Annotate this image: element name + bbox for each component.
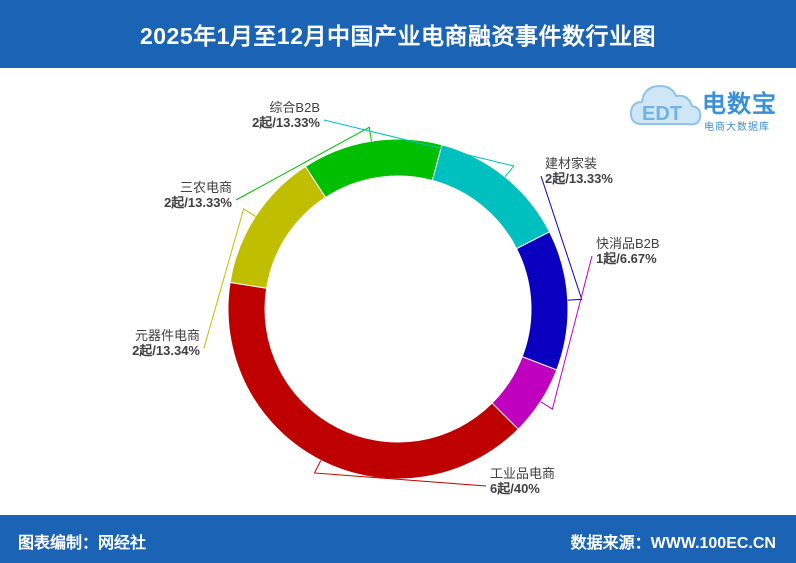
logo: EDT 电数宝 电商大数据库 <box>628 74 792 134</box>
leader-line <box>323 119 515 178</box>
donut-slice <box>229 165 327 289</box>
footer-credit: 图表编制：网经社 <box>18 535 147 552</box>
leader-line <box>540 175 583 301</box>
leader-line <box>313 460 487 487</box>
donut-slice <box>304 138 443 199</box>
logo-subtitle: 电商大数据库 <box>704 122 770 133</box>
slice-value-label: 1起/6.67% <box>596 251 657 266</box>
slice-value-label: 2起/13.34% <box>132 343 200 358</box>
donut-slice <box>515 231 569 371</box>
slice-name-label: 工业品电商 <box>490 466 555 481</box>
footer-bar: 图表编制：网经社 数据来源：WWW.100EC.CN <box>0 515 796 563</box>
donut-slice <box>431 144 551 250</box>
leader-line <box>235 126 372 201</box>
slice-value-label: 6起/40% <box>490 481 540 496</box>
slice-value-label: 2起/13.33% <box>545 171 613 186</box>
donut-slice <box>227 281 519 480</box>
leader-line <box>203 207 256 349</box>
slice-name-label: 元器件电商 <box>135 328 200 343</box>
slice-name-label: 建材家装 <box>545 156 597 171</box>
slice-name-label: 快消品B2B <box>596 236 660 251</box>
slice-value-label: 2起/13.33% <box>252 115 320 130</box>
leader-line <box>540 255 593 411</box>
slice-name-label: 三农电商 <box>180 180 232 195</box>
logo-mark: EDT <box>642 103 682 125</box>
cloud-logo-icon: EDT <box>629 84 702 126</box>
chart-title: 2025年1月至12月中国产业电商融资事件数行业图 <box>139 23 657 49</box>
header-bar: 2025年1月至12月中国产业电商融资事件数行业图 <box>0 0 796 68</box>
footer-source: 数据来源：WWW.100EC.CN <box>570 535 776 552</box>
slice-value-label: 2起/13.33% <box>164 195 232 210</box>
donut-chart: 建材家装2起/13.33%快消品B2B1起/6.67%工业品电商6起/40%元器… <box>132 100 660 496</box>
slice-name-label: 综合B2B <box>269 100 320 115</box>
logo-brand: 电数宝 <box>702 91 777 118</box>
